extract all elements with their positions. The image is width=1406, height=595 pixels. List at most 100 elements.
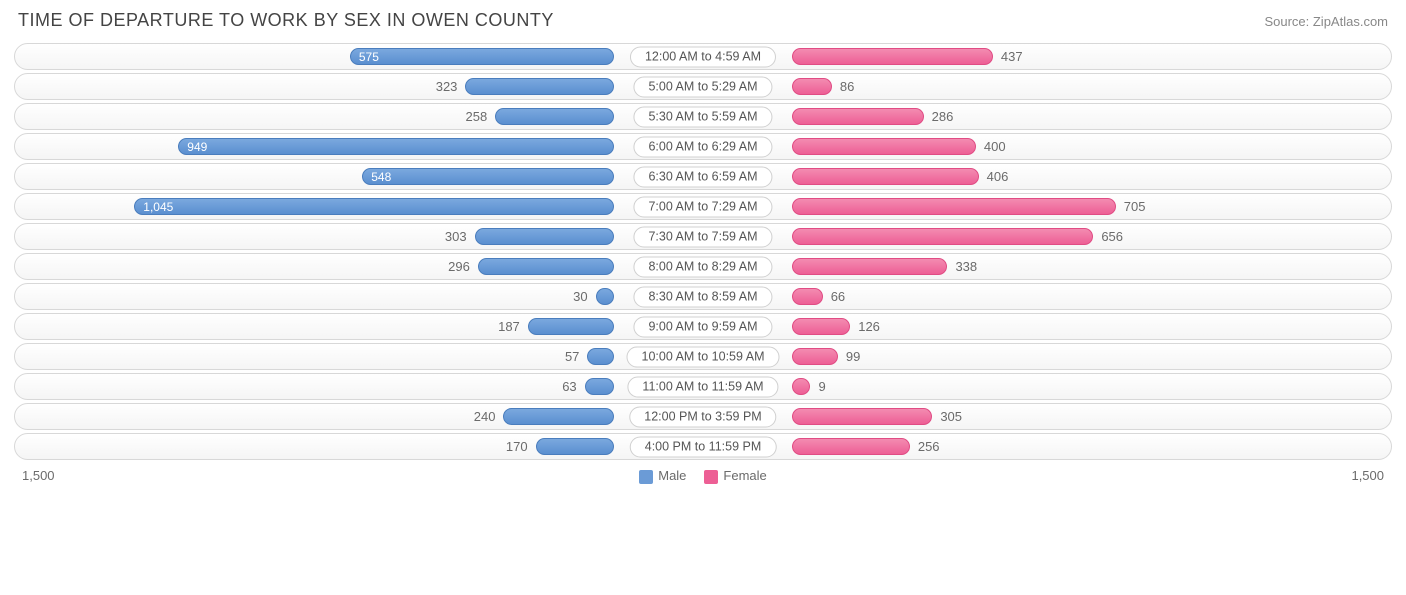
- male-bar: [536, 438, 614, 455]
- female-half: 400: [703, 134, 1391, 159]
- legend-female-label: Female: [723, 468, 766, 483]
- male-value: 258: [458, 109, 496, 124]
- female-value: 126: [850, 319, 888, 334]
- female-swatch-icon: [704, 470, 718, 484]
- female-bar: [792, 108, 923, 125]
- male-value: 323: [428, 79, 466, 94]
- category-label: 6:00 AM to 6:29 AM: [633, 136, 772, 157]
- male-bar: [465, 78, 613, 95]
- legend-male-label: Male: [658, 468, 686, 483]
- male-bar: 548: [362, 168, 613, 185]
- category-label: 5:00 AM to 5:29 AM: [633, 76, 772, 97]
- male-half: 949: [15, 134, 703, 159]
- chart-row: 303 656 7:30 AM to 7:59 AM: [14, 223, 1392, 250]
- female-value: 286: [924, 109, 962, 124]
- category-label: 7:30 AM to 7:59 AM: [633, 226, 772, 247]
- male-half: 575: [15, 44, 703, 69]
- male-half: 1,045: [15, 194, 703, 219]
- female-half: 286: [703, 104, 1391, 129]
- chart-row: 548 406 6:30 AM to 6:59 AM: [14, 163, 1392, 190]
- female-half: 656: [703, 224, 1391, 249]
- female-half: 338: [703, 254, 1391, 279]
- female-half: 66: [703, 284, 1391, 309]
- female-value: 656: [1093, 229, 1131, 244]
- female-half: 406: [703, 164, 1391, 189]
- female-half: 9: [703, 374, 1391, 399]
- female-bar: [792, 228, 1093, 245]
- male-half: 30: [15, 284, 703, 309]
- female-half: 256: [703, 434, 1391, 459]
- male-half: 548: [15, 164, 703, 189]
- axis-left-max: 1,500: [22, 468, 55, 483]
- male-value: 30: [565, 289, 595, 304]
- male-bar: [596, 288, 614, 305]
- category-label: 5:30 AM to 5:59 AM: [633, 106, 772, 127]
- chart-row: 170 256 4:00 PM to 11:59 PM: [14, 433, 1392, 460]
- chart-row: 30668:30 AM to 8:59 AM: [14, 283, 1392, 310]
- male-half: 63: [15, 374, 703, 399]
- male-bar: 949: [178, 138, 613, 155]
- chart-row: 57 99 10:00 AM to 10:59 AM: [14, 343, 1392, 370]
- chart-row: 258 286 5:30 AM to 5:59 AM: [14, 103, 1392, 130]
- female-half: 305: [703, 404, 1391, 429]
- category-label: 4:00 PM to 11:59 PM: [630, 436, 777, 457]
- chart-row: 24030512:00 PM to 3:59 PM: [14, 403, 1392, 430]
- male-value: 57: [557, 349, 587, 364]
- male-half: 303: [15, 224, 703, 249]
- female-value: 406: [979, 169, 1017, 184]
- category-label: 12:00 AM to 4:59 AM: [630, 46, 776, 67]
- chart-row: 575 437 12:00 AM to 4:59 AM: [14, 43, 1392, 70]
- female-value: 66: [823, 289, 853, 304]
- male-bar: [585, 378, 614, 395]
- male-half: 296: [15, 254, 703, 279]
- chart-row: 323 865:00 AM to 5:29 AM: [14, 73, 1392, 100]
- female-half: 126: [703, 314, 1391, 339]
- female-bar: [792, 288, 822, 305]
- legend-male: Male: [639, 468, 686, 484]
- male-value: 63: [554, 379, 584, 394]
- diverging-bar-chart: 575 437 12:00 AM to 4:59 AM 323 865:00 AM to…: [14, 43, 1392, 460]
- male-half: 240: [15, 404, 703, 429]
- female-half: 705: [703, 194, 1391, 219]
- female-bar: [792, 168, 978, 185]
- male-bar: [503, 408, 613, 425]
- female-bar: [792, 378, 810, 395]
- female-bar: [792, 438, 909, 455]
- male-bar: [495, 108, 613, 125]
- legend: Male Female: [639, 468, 767, 484]
- female-value: 437: [993, 49, 1031, 64]
- female-value: 338: [947, 259, 985, 274]
- male-half: 323: [15, 74, 703, 99]
- female-bar: [792, 348, 837, 365]
- male-half: 187: [15, 314, 703, 339]
- male-value: 170: [498, 439, 536, 454]
- male-half: 170: [15, 434, 703, 459]
- chart-row: 187 126 9:00 AM to 9:59 AM: [14, 313, 1392, 340]
- male-half: 258: [15, 104, 703, 129]
- male-value: 303: [437, 229, 475, 244]
- male-bar: [528, 318, 614, 335]
- category-label: 6:30 AM to 6:59 AM: [633, 166, 772, 187]
- female-value: 99: [838, 349, 868, 364]
- chart-footer: 1,500 Male Female 1,500: [14, 468, 1392, 484]
- male-value: 187: [490, 319, 528, 334]
- female-half: 86: [703, 74, 1391, 99]
- chart-row: 949 4006:00 AM to 6:29 AM: [14, 133, 1392, 160]
- axis-right-max: 1,500: [1351, 468, 1384, 483]
- chart-row: 1,0457057:00 AM to 7:29 AM: [14, 193, 1392, 220]
- category-label: 10:00 AM to 10:59 AM: [627, 346, 780, 367]
- category-label: 9:00 AM to 9:59 AM: [633, 316, 772, 337]
- female-bar: [792, 48, 992, 65]
- female-value: 9: [810, 379, 833, 394]
- female-half: 99: [703, 344, 1391, 369]
- female-value: 256: [910, 439, 948, 454]
- female-bar: [792, 198, 1115, 215]
- category-label: 12:00 PM to 3:59 PM: [629, 406, 776, 427]
- female-bar: [792, 258, 947, 275]
- female-bar: [792, 318, 850, 335]
- chart-row: 2963388:00 AM to 8:29 AM: [14, 253, 1392, 280]
- male-swatch-icon: [639, 470, 653, 484]
- chart-source: Source: ZipAtlas.com: [1264, 14, 1388, 29]
- male-bar: 1,045: [134, 198, 613, 215]
- male-bar: [475, 228, 614, 245]
